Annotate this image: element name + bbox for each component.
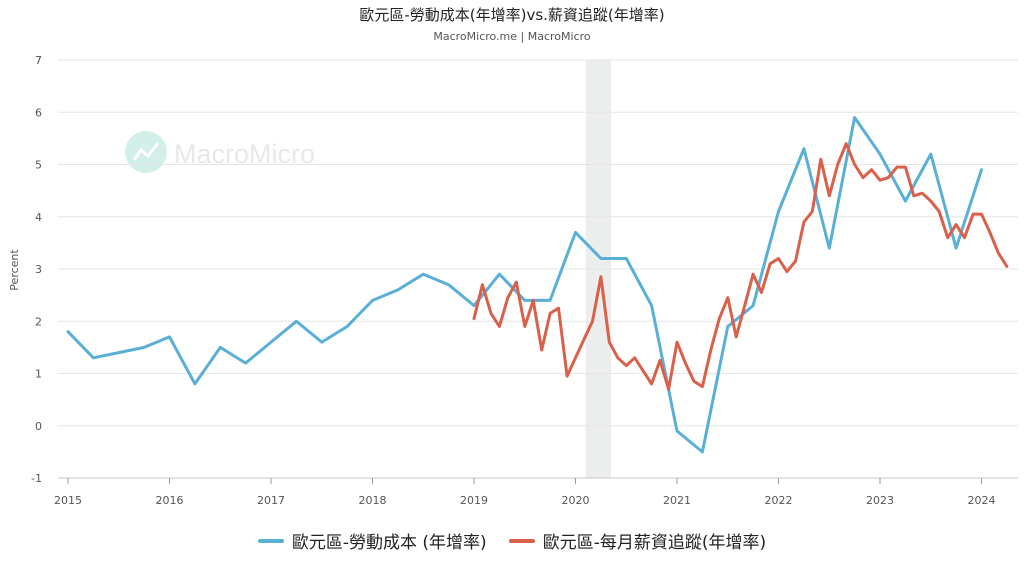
y-tick-label: 3 [35, 263, 42, 276]
x-tick-label: 2021 [663, 494, 691, 507]
chart-subtitle: MacroMicro.me | MacroMicro [433, 30, 591, 43]
watermark-logo-stroke [132, 142, 160, 161]
x-tick-label: 2022 [765, 494, 793, 507]
y-tick-label: 0 [35, 420, 42, 433]
y-tick-label: 1 [35, 368, 42, 381]
x-tick-label: 2016 [156, 494, 184, 507]
legend-label-labor-cost: 歐元區-勞動成本 (年增率) [291, 533, 487, 553]
axes: 7 6 5 4 3 2 1 0 -1 2015 2016 2017 2018 2019 2020 2021 20… [31, 54, 1018, 507]
x-tick-label: 2024 [968, 494, 996, 507]
x-tick-label: 2018 [359, 494, 387, 507]
y-tick-label: 2 [35, 315, 42, 328]
y-tick-label: 7 [35, 54, 42, 67]
legend-item-wage-tracker[interactable]: 歐元區-每月薪資追蹤(年增率) [508, 528, 767, 553]
legend-swatch-wage-tracker [508, 538, 535, 543]
gridlines [58, 59, 1018, 479]
x-tick-label: 2023 [866, 494, 894, 507]
x-tick-label: 2017 [257, 494, 285, 507]
x-tick-label: 2020 [562, 494, 590, 507]
chart-title: 歐元區-勞動成本(年增率)vs.薪資追蹤(年增率) [359, 6, 665, 24]
series-lines [66, 116, 1009, 454]
x-tick-label: 2015 [54, 494, 82, 507]
watermark-logo-icon [125, 131, 167, 173]
macromicro-watermark: MacroMicro [125, 131, 315, 173]
y-axis-label: Percent [8, 249, 21, 291]
legend-label-wage-tracker: 歐元區-每月薪資追蹤(年增率) [542, 533, 767, 553]
y-tick-label: 4 [35, 211, 42, 224]
legend-item-labor-cost[interactable]: 歐元區-勞動成本 (年增率) [257, 528, 487, 553]
series-line-labor-cost[interactable] [66, 116, 983, 454]
x-tick-label: 2019 [460, 494, 488, 507]
legend-swatch-labor-cost [257, 538, 284, 543]
series-line-wage-tracker[interactable] [472, 142, 1009, 391]
y-tick-label: 6 [35, 106, 42, 119]
y-tick-label: -1 [31, 472, 42, 485]
y-tick-label: 5 [35, 159, 42, 172]
legend: 歐元區-勞動成本 (年增率) 歐元區-每月薪資追蹤(年增率) [0, 528, 1024, 553]
